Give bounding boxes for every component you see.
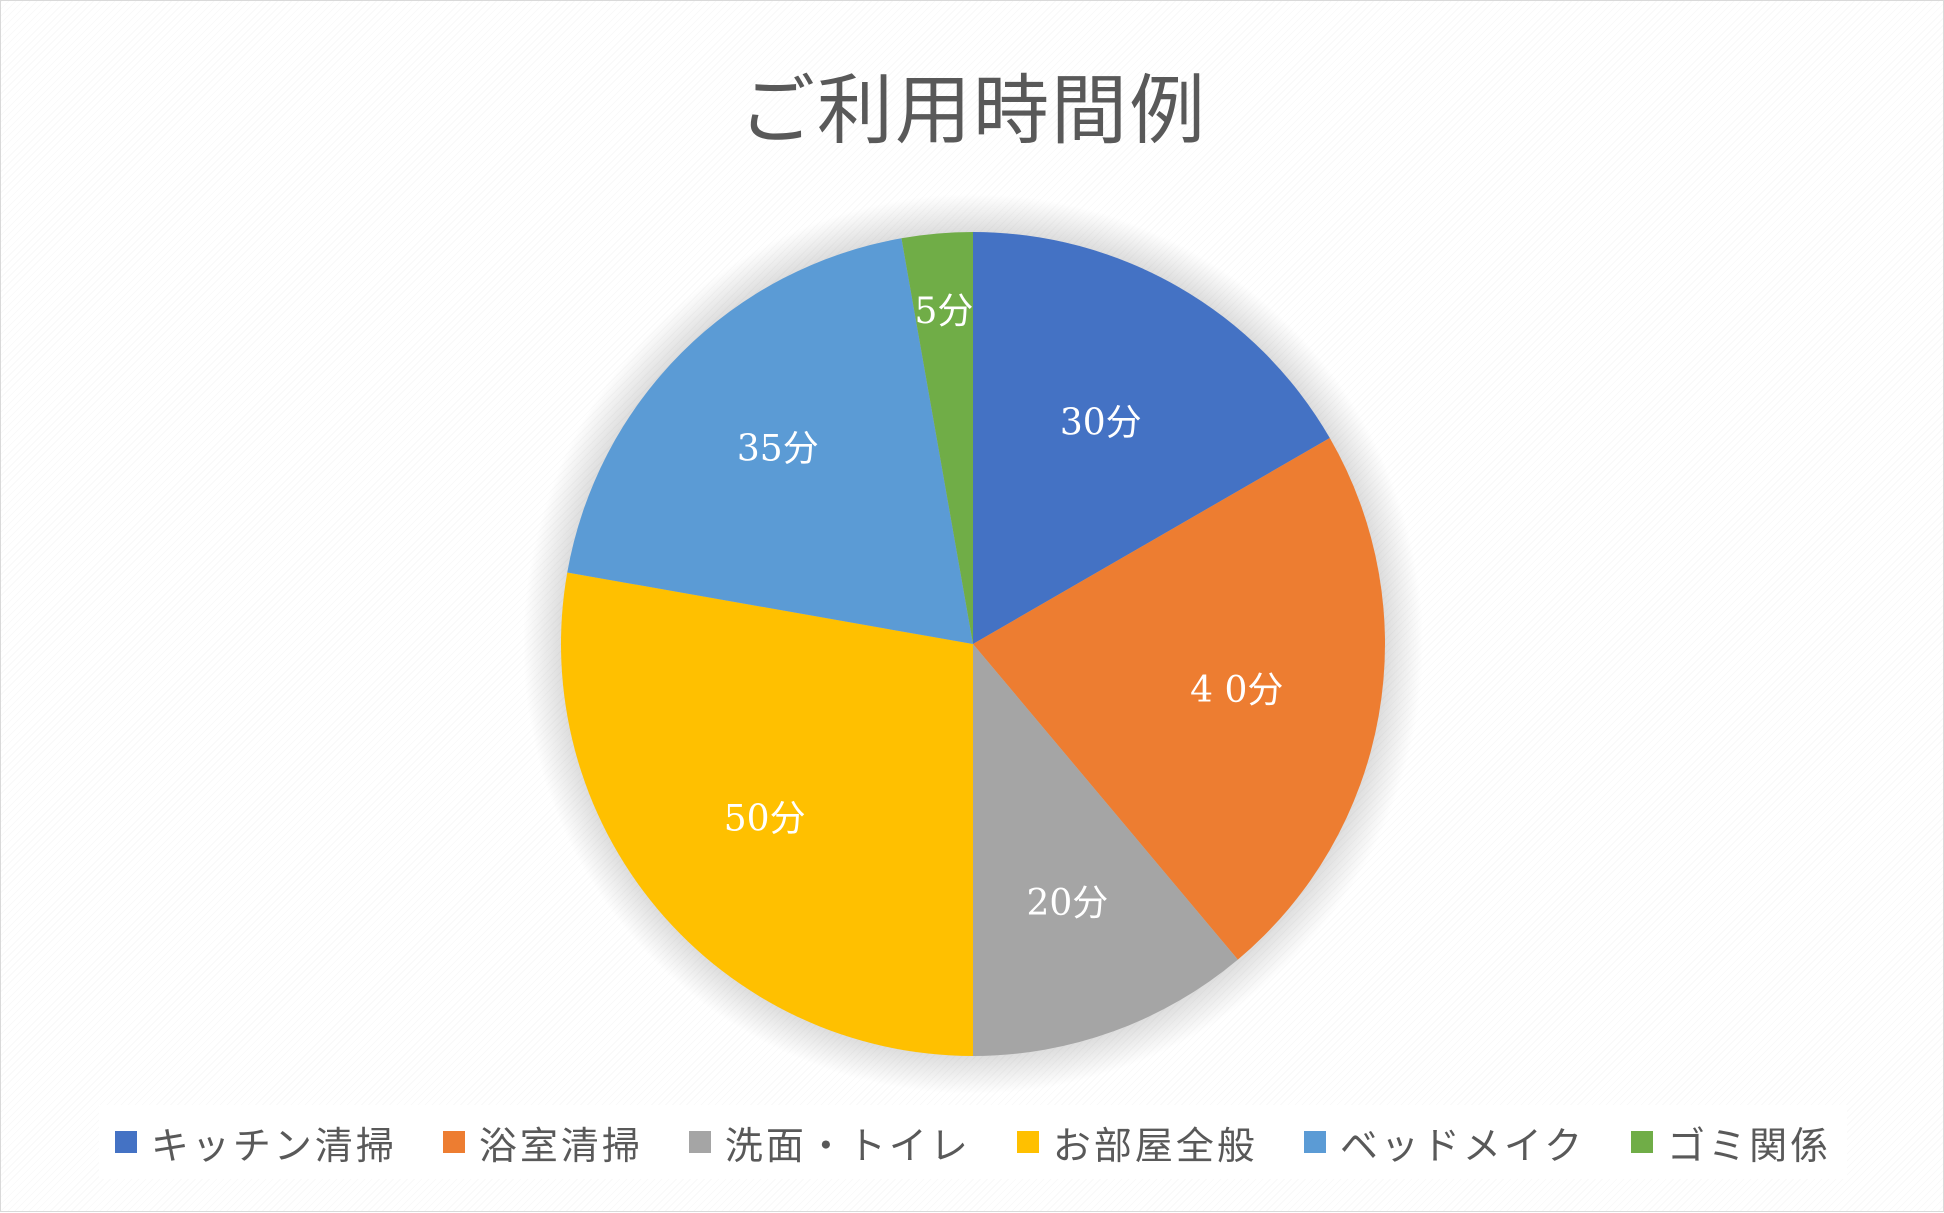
pie-slice-6 — [901, 232, 973, 644]
legend-label: ベッドメイク — [1339, 1123, 1586, 1168]
legend-label: 洗面・トイレ — [724, 1123, 971, 1168]
legend-swatch — [1303, 1131, 1326, 1153]
legend-item-6: ゴミ関係 — [1631, 1115, 1831, 1170]
data-label-6: 5分 — [914, 291, 973, 332]
pie-slice-3 — [973, 644, 1238, 1056]
data-label-1: 30分 — [1060, 402, 1142, 443]
legend-swatch — [1016, 1131, 1039, 1153]
legend: キッチン清掃 浴室清掃 洗面・トイレ お部屋全般 ベッドメイク ゴミ関係 — [99, 1105, 1847, 1179]
chart-title: ご利用時間例 — [739, 66, 1207, 155]
data-label-5: 35分 — [737, 428, 819, 469]
data-label-3: 20分 — [1027, 883, 1109, 924]
legend-label: キッチン清掃 — [150, 1123, 397, 1168]
legend-swatch — [688, 1131, 711, 1153]
legend-swatch — [1631, 1131, 1654, 1153]
pie-slice-2 — [973, 438, 1385, 960]
legend-item-3: 洗面・トイレ — [688, 1115, 971, 1170]
legend-swatch — [114, 1131, 137, 1153]
data-label-4: 50分 — [724, 798, 806, 839]
legend-item-2: 浴室清掃 — [442, 1115, 643, 1170]
legend-item-4: お部屋全般 — [1016, 1115, 1258, 1170]
legend-label: 浴室清掃 — [478, 1123, 643, 1168]
legend-item-1: キッチン清掃 — [114, 1115, 397, 1170]
legend-label: お部屋全般 — [1052, 1123, 1258, 1168]
data-label-2: 4 0分 — [1190, 670, 1283, 711]
pie-slice-4 — [561, 572, 973, 1056]
pie-slice-5 — [567, 238, 973, 644]
pie-slice-1 — [973, 232, 1330, 644]
legend-label: ゴミ関係 — [1667, 1123, 1832, 1168]
legend-item-5: ベッドメイク — [1303, 1115, 1586, 1170]
legend-swatch — [442, 1131, 465, 1153]
